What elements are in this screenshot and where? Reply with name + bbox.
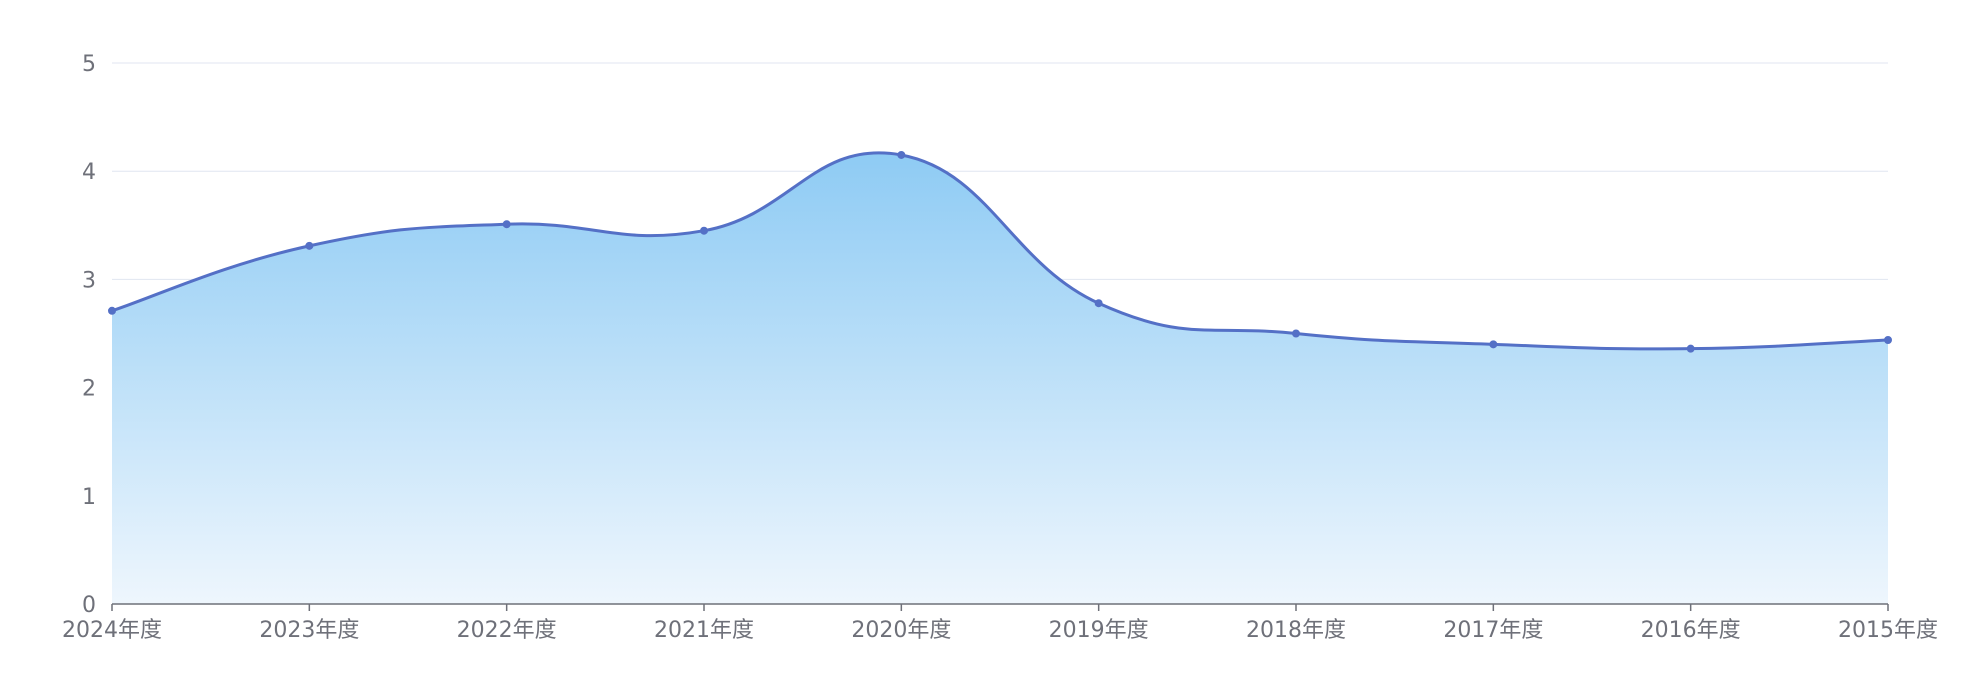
x-tick-label: 2017年度 [1443,618,1543,643]
data-point[interactable] [1686,344,1695,353]
y-tick-label: 0 [82,593,96,618]
data-point[interactable] [502,220,511,229]
x-tick-label: 2020年度 [851,618,951,643]
area-fill-layer [112,152,1888,604]
x-tick-label: 2016年度 [1641,618,1741,643]
data-points [108,150,1892,353]
y-tick-label: 1 [82,485,96,510]
y-axis-tick-labels: 0 1 2 3 4 5 [82,52,96,618]
y-tick-label: 2 [82,377,96,402]
data-point[interactable] [108,306,116,315]
data-point[interactable] [305,241,314,250]
series-line [110,151,1890,351]
data-point[interactable] [1094,299,1103,308]
x-axis-tick-labels: 2024年度 2023年度 2022年度 2021年度 2020年度 2019年度 2018… [62,618,1938,643]
y-tick-label: 3 [82,268,96,293]
x-axis [111,603,1889,611]
data-point[interactable] [1884,335,1892,344]
x-tick-label: 2019年度 [1049,618,1149,643]
x-tick-label: 2018年度 [1246,618,1346,643]
x-tick-label: 2015年度 [1838,618,1938,643]
series-line-layer [110,151,1890,351]
y-tick-label: 5 [82,52,96,77]
area-fill [112,152,1888,604]
x-tick-label: 2021年度 [654,618,754,643]
x-tick-label: 2023年度 [259,618,359,643]
data-point[interactable] [700,226,708,235]
data-point[interactable] [1489,340,1498,349]
y-tick-label: 4 [82,160,96,185]
x-tick-label: 2022年度 [457,618,557,643]
data-point[interactable] [897,150,906,159]
data-point[interactable] [1292,329,1300,338]
x-tick-label: 2024年度 [62,618,162,643]
